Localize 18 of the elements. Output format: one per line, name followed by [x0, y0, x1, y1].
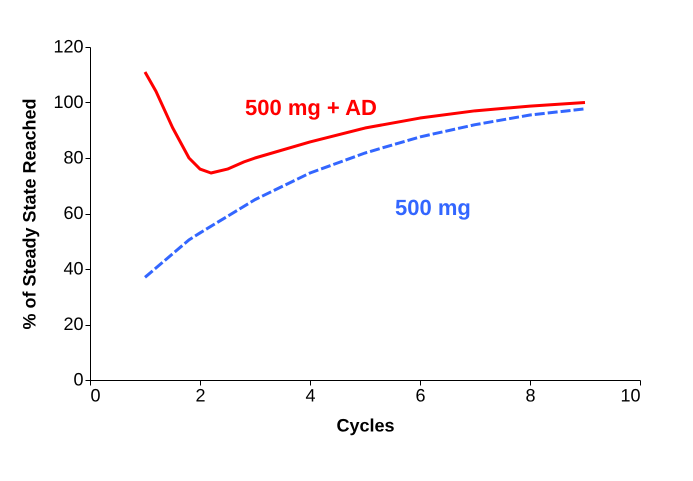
x-axis-title: Cycles	[336, 416, 395, 436]
series-label: 500 mg + AD	[245, 95, 377, 120]
x-tick-label: 8	[525, 386, 536, 406]
y-tick-label: 100	[53, 92, 84, 112]
x-tick-label: 4	[305, 386, 316, 406]
text: 500 mg	[395, 195, 471, 220]
y-tick-label: 80	[63, 148, 84, 168]
y-tick-label: 20	[63, 314, 84, 334]
line-series	[144, 70, 586, 174]
x-tick-label: 0	[90, 386, 101, 406]
y-tick-label: 60	[63, 203, 84, 223]
y-tick-label: 40	[63, 258, 84, 278]
y-axis-title: % of Steady State Reached	[19, 98, 40, 330]
y-tick-label: 120	[53, 36, 84, 56]
x-tick-label: 6	[415, 386, 426, 406]
x-tick-label: 2	[195, 386, 206, 406]
y-tick-label: 0	[73, 370, 84, 390]
x-tick-label: 10	[620, 386, 640, 406]
